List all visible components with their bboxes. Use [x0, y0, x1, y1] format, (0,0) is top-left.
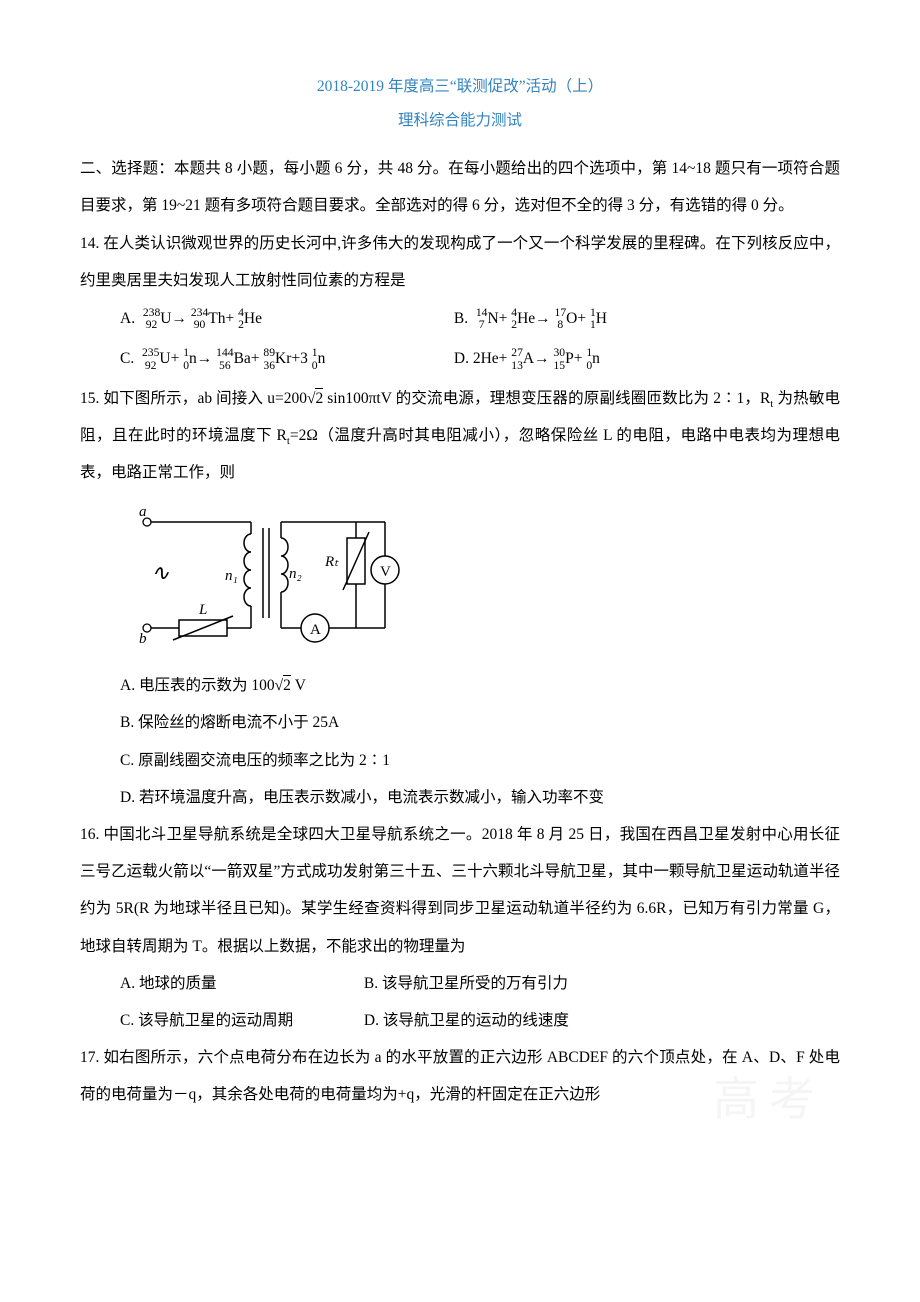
- sym: 2He+: [473, 350, 508, 367]
- sym: O+: [566, 310, 586, 327]
- svg-text:a: a: [139, 504, 147, 520]
- svg-text:b: b: [139, 631, 147, 647]
- text: 15. 如下图所示，ab 间接入 u=200: [80, 390, 307, 407]
- q16-options-row1: A. 地球的质量 B. 该导航卫星所受的万有引力: [80, 965, 840, 1002]
- z: 90: [191, 319, 208, 331]
- sym: n: [592, 350, 600, 367]
- z: 8: [555, 319, 567, 331]
- text: A. 电压表的示数为 100: [120, 677, 275, 694]
- q15-stem: 15. 如下图所示，ab 间接入 u=200√2 sin100πtV 的交流电源…: [80, 380, 840, 492]
- q16-options-row2: C. 该导航卫星的运动周期 D. 该导航卫星的运动的线速度: [80, 1002, 840, 1039]
- sym: Th+: [208, 310, 234, 327]
- svg-text:L: L: [198, 602, 207, 618]
- sym: H: [596, 310, 607, 327]
- sqrt-val: 2: [283, 675, 291, 694]
- q14-options-row2: C. 23592U+ 10n→ 14456Ba+ 8936Kr+3 10n D.…: [80, 339, 840, 379]
- q15-opt-a: A. 电压表的示数为 100√2 V: [80, 667, 840, 704]
- opt-label: D.: [454, 350, 469, 367]
- arrow-icon: →: [197, 350, 213, 367]
- z: 56: [216, 360, 233, 372]
- svg-text:∿: ∿: [151, 560, 170, 585]
- opt-label: B.: [454, 310, 468, 327]
- sym: P+: [565, 350, 582, 367]
- q14-opt-c: C. 23592U+ 10n→ 14456Ba+ 8936Kr+3 10n: [120, 339, 450, 379]
- svg-text:Rₜ: Rₜ: [324, 554, 339, 570]
- sym: Kr+3: [275, 350, 308, 367]
- q14-opt-d: D. 2He+ 2713A→ 3015P+ 10n: [454, 339, 600, 379]
- mass: 30: [553, 347, 565, 359]
- sym: He: [244, 310, 262, 327]
- mass: 89: [263, 347, 275, 359]
- sym: N+: [487, 310, 507, 327]
- mass: 235: [142, 347, 159, 359]
- sym: Ba+: [234, 350, 260, 367]
- q17-stem: 17. 如右图所示，六个点电荷分布在边长为 a 的水平放置的正六边形 ABCDE…: [80, 1039, 840, 1113]
- q14-options-row1: A. 23892U→ 23490Th+ 42He B. 147N+ 42He→ …: [80, 299, 840, 339]
- z: 13: [511, 360, 523, 372]
- svg-text:V: V: [380, 564, 391, 580]
- sqrt-icon: √: [275, 677, 284, 694]
- q15-opt-c: C. 原副线圈交流电压的频率之比为 2∶1: [80, 742, 840, 779]
- sym: U+: [159, 350, 179, 367]
- sym: U: [160, 310, 171, 327]
- svg-text:n₂: n₂: [289, 566, 302, 582]
- sym: He: [517, 310, 535, 327]
- z: 92: [143, 319, 160, 331]
- section-intro: 二、选择题：本题共 8 小题，每小题 6 分，共 48 分。在每小题给出的四个选…: [80, 150, 840, 224]
- svg-text:A: A: [310, 622, 321, 638]
- svg-text:n₁: n₁: [225, 568, 238, 584]
- q15-opt-b: B. 保险丝的熔断电流不小于 25A: [80, 704, 840, 741]
- q15-opt-d: D. 若环境温度升高，电压表示数减小，电流表示数减小，输入功率不变: [80, 779, 840, 816]
- q14-stem: 14. 在人类认识微观世界的历史长河中,许多伟大的发现构成了一个又一个科学发展的…: [80, 225, 840, 299]
- text: sin100πtV 的交流电源，理想变压器的原副线圈匝数比为 2∶1，R: [323, 390, 770, 407]
- circuit-diagram: a b L ∿ n₁ n₂ Rₜ V A: [128, 499, 426, 649]
- q14-opt-a: A. 23892U→ 23490Th+ 42He: [120, 299, 450, 339]
- q16-opt-c: C. 该导航卫星的运动周期: [120, 1002, 360, 1039]
- mass: 144: [216, 347, 233, 359]
- text: V: [291, 677, 306, 694]
- mass: 27: [511, 347, 523, 359]
- z: 7: [476, 319, 488, 331]
- header-line2: 理科综合能力测试: [80, 104, 840, 138]
- q16-opt-b: B. 该导航卫星所受的万有引力: [364, 965, 568, 1002]
- q16-opt-a: A. 地球的质量: [120, 965, 360, 1002]
- z: 15: [553, 360, 565, 372]
- sym: n: [318, 350, 326, 367]
- arrow-icon: →: [534, 350, 550, 367]
- arrow-icon: →: [535, 310, 551, 327]
- q16-stem: 16. 中国北斗卫星导航系统是全球四大卫星导航系统之一。2018 年 8 月 2…: [80, 816, 840, 965]
- arrow-icon: →: [171, 310, 187, 327]
- opt-label: C.: [120, 350, 134, 367]
- header-line1: 2018-2019 年度高三“联测促改”活动（上）: [80, 70, 840, 104]
- sym: A: [523, 350, 534, 367]
- q14-opt-b: B. 147N+ 42He→ 178O+ 11H: [454, 299, 607, 339]
- z: 36: [263, 360, 275, 372]
- z: 92: [142, 360, 159, 372]
- sym: n: [189, 350, 197, 367]
- q16-opt-d: D. 该导航卫星的运动的线速度: [364, 1002, 569, 1039]
- opt-label: A.: [120, 310, 135, 327]
